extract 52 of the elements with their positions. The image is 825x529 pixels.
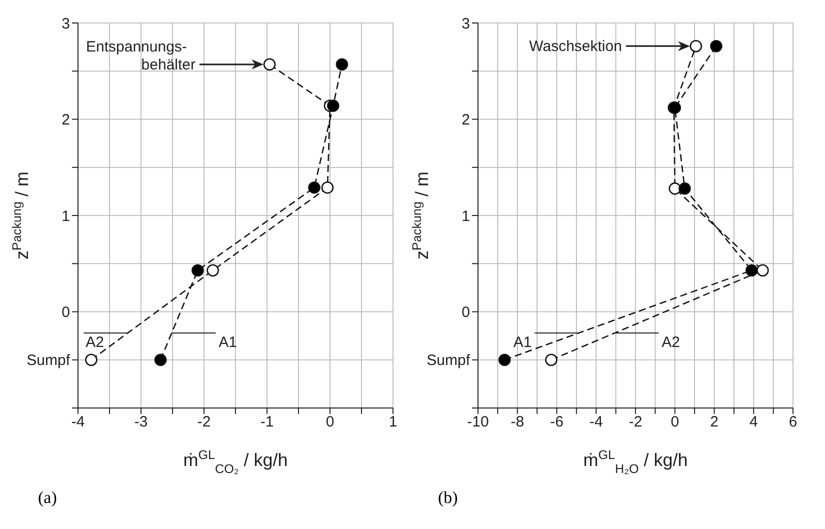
x-tick-label: 0	[670, 414, 680, 431]
point	[678, 182, 691, 195]
y-tick-label: 2	[62, 112, 70, 129]
point	[192, 264, 204, 277]
y-tick-label: Sumpf	[426, 352, 471, 370]
annotation: Entspannungs- behälter	[86, 38, 196, 74]
annotation: Waschsektion	[529, 38, 622, 56]
point	[263, 58, 276, 71]
y-tick-label: 0	[62, 304, 70, 322]
text: (a)	[37, 488, 58, 509]
y-tick-label: 3	[462, 15, 470, 32]
series-label: A2	[662, 334, 680, 352]
text: (b)	[437, 488, 459, 509]
series-label: A2	[86, 334, 104, 352]
y-tick-label: 1	[62, 208, 70, 225]
point	[498, 354, 511, 366]
x-tick-label: -6	[550, 414, 564, 431]
point	[545, 354, 558, 366]
point	[308, 181, 320, 194]
point	[327, 100, 340, 112]
x-tick-label: -1	[260, 414, 274, 431]
x-axis-title: ṁ$^{GL}$$_{H₂O}$ / kg/h	[583, 448, 688, 476]
y-tick-label: 3	[62, 15, 70, 32]
x-tick-label: -2	[628, 414, 642, 431]
point	[336, 58, 348, 71]
x-tick-label: 0	[326, 414, 334, 431]
x-tick-label: 2	[710, 414, 718, 431]
point	[690, 40, 702, 52]
point	[668, 182, 682, 195]
series-label: A1	[513, 334, 532, 352]
x-tick-label: -2	[197, 414, 211, 431]
y-tick-label: 0	[462, 304, 470, 322]
y-tick-label: 1	[462, 208, 470, 225]
point	[756, 264, 769, 277]
x-tick-label: -4	[71, 414, 85, 431]
x-axis-title: ṁ$^{GL}$$_{CO₂}$ / kg/h	[183, 448, 288, 476]
y-tick-label: 2	[462, 112, 470, 129]
x-tick-label: 6	[788, 414, 798, 431]
point	[746, 264, 758, 277]
x-tick-label: -8	[510, 414, 524, 431]
text: A1	[218, 334, 238, 352]
x-tick-label: -3	[134, 414, 148, 431]
x-tick-label: -4	[589, 414, 603, 431]
x-tick-label: -10	[467, 414, 489, 431]
point	[710, 40, 722, 52]
point	[321, 181, 334, 194]
x-tick-label: 1	[388, 414, 398, 431]
point	[85, 354, 98, 366]
x-tick-label: 4	[749, 414, 758, 431]
y-tick-label: Sumpf	[26, 352, 71, 370]
point	[206, 264, 219, 277]
point	[154, 354, 167, 366]
